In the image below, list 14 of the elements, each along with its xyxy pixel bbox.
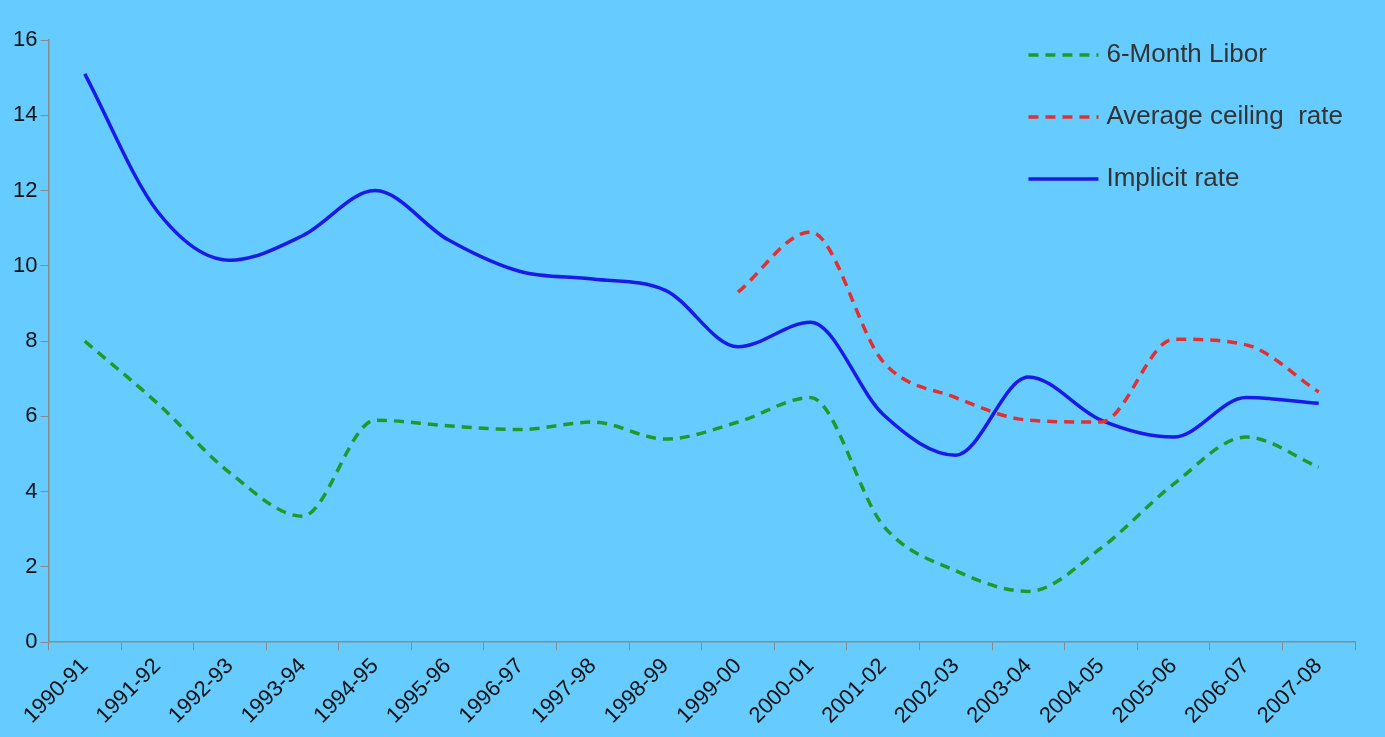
line-series — [736, 230, 1321, 424]
y-tick-label: 10 — [12, 251, 38, 277]
y-tick-label: 12 — [12, 176, 38, 202]
y-tick-label: 8 — [25, 327, 38, 353]
legend-label: Implicit rate — [1106, 162, 1240, 193]
y-tick-label: 16 — [12, 26, 38, 52]
y-tick-label: 2 — [25, 553, 38, 579]
legend-label: 6-Month Libor — [1106, 38, 1268, 69]
line-series — [83, 339, 1321, 594]
y-tick-label: 0 — [25, 628, 38, 654]
y-tick-label: 6 — [25, 402, 38, 428]
y-tick-label: 14 — [12, 101, 38, 127]
legend-label: Average ceiling rate — [1106, 100, 1344, 131]
y-tick-label: 4 — [25, 477, 38, 503]
